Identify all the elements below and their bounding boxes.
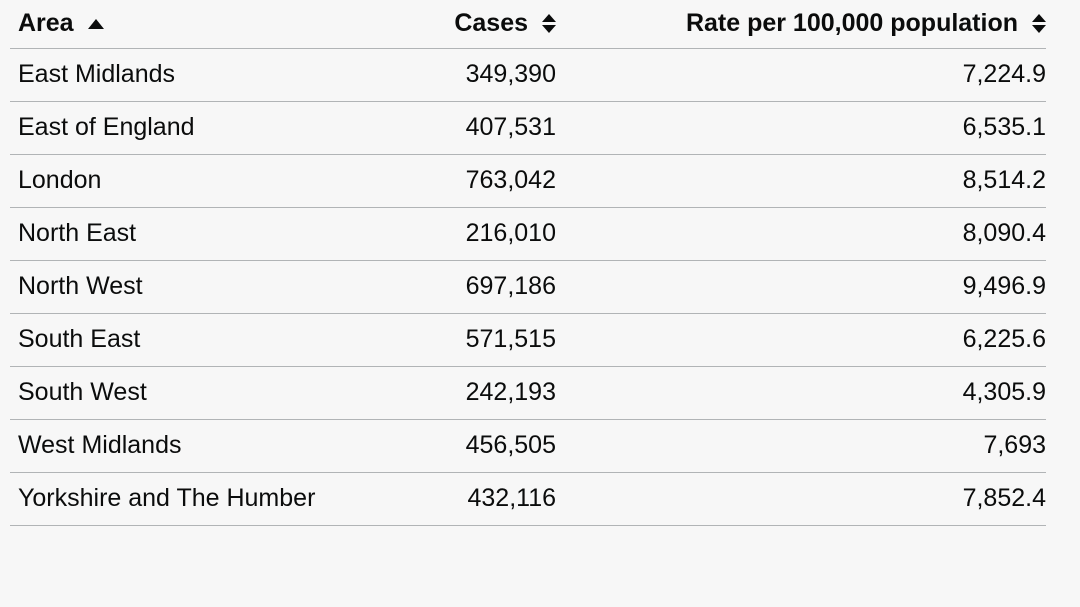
- column-label-cases: Cases: [454, 9, 528, 38]
- rate-cell: 9,496.9: [556, 260, 1046, 314]
- sort-toggle-icon: [542, 14, 556, 34]
- rate-cell: 8,514.2: [556, 154, 1046, 208]
- area-cell: Yorkshire and The Humber: [10, 472, 390, 526]
- table-row: South East 571,515 6,225.6: [10, 313, 1046, 367]
- rate-cell: 7,224.9: [556, 48, 1046, 102]
- area-cell: London: [10, 154, 390, 208]
- table-row: North East 216,010 8,090.4: [10, 207, 1046, 261]
- cases-cell: 242,193: [390, 366, 556, 420]
- cases-cell: 456,505: [390, 419, 556, 473]
- table-header-row: Area Cases: [10, 0, 1046, 49]
- cases-cell: 763,042: [390, 154, 556, 208]
- column-label-area: Area: [18, 9, 74, 38]
- sort-by-area-button[interactable]: Area: [18, 9, 104, 38]
- rate-cell: 7,852.4: [556, 472, 1046, 526]
- sort-by-cases-button[interactable]: Cases: [454, 9, 556, 38]
- area-cell: North West: [10, 260, 390, 314]
- cases-cell: 407,531: [390, 101, 556, 155]
- cases-cell: 571,515: [390, 313, 556, 367]
- table-row: North West 697,186 9,496.9: [10, 260, 1046, 314]
- cases-cell: 697,186: [390, 260, 556, 314]
- table-row: Yorkshire and The Humber 432,116 7,852.4: [10, 472, 1046, 526]
- rate-cell: 4,305.9: [556, 366, 1046, 420]
- table-row: East of England 407,531 6,535.1: [10, 101, 1046, 155]
- table-row: South West 242,193 4,305.9: [10, 366, 1046, 420]
- area-cell: South East: [10, 313, 390, 367]
- cases-cell: 432,116: [390, 472, 556, 526]
- sort-toggle-icon: [1032, 14, 1046, 34]
- table-row: London 763,042 8,514.2: [10, 154, 1046, 208]
- sort-ascending-icon: [87, 18, 104, 29]
- column-header-area: Area: [10, 0, 390, 49]
- cases-cell: 349,390: [390, 48, 556, 102]
- cases-cell: 216,010: [390, 207, 556, 261]
- rate-cell: 7,693: [556, 419, 1046, 473]
- rate-cell: 8,090.4: [556, 207, 1046, 261]
- area-cell: South West: [10, 366, 390, 420]
- table-row: East Midlands 349,390 7,224.9: [10, 48, 1046, 102]
- column-label-rate: Rate per 100,000 population: [685, 9, 1018, 38]
- area-cell: West Midlands: [10, 419, 390, 473]
- area-cell: East of England: [10, 101, 390, 155]
- cases-by-area-table: Area Cases: [10, 0, 1046, 526]
- area-cell: East Midlands: [10, 48, 390, 102]
- area-cell: North East: [10, 207, 390, 261]
- rate-cell: 6,535.1: [556, 101, 1046, 155]
- sort-by-rate-button[interactable]: Rate per 100,000 population: [686, 9, 1046, 38]
- column-header-rate: Rate per 100,000 population: [556, 0, 1046, 49]
- cases-by-area-table-container: Area Cases: [10, 0, 1046, 526]
- table-row: West Midlands 456,505 7,693: [10, 419, 1046, 473]
- rate-cell: 6,225.6: [556, 313, 1046, 367]
- column-header-cases: Cases: [390, 0, 556, 49]
